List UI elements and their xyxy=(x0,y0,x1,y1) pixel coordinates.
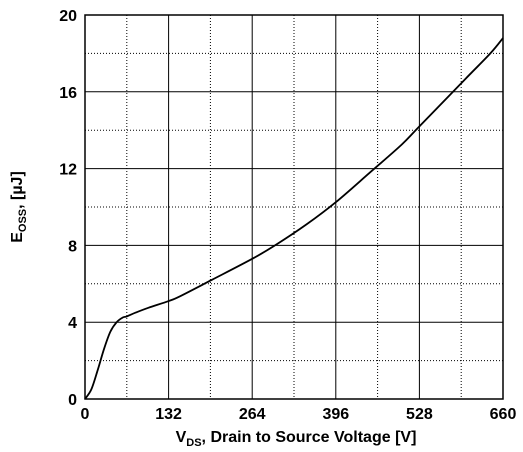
y-axis-label: EOSS, [µJ] xyxy=(9,171,29,243)
y-tick-label: 8 xyxy=(68,238,77,255)
x-tick-label: 132 xyxy=(155,406,182,423)
x-tick-label: 660 xyxy=(490,406,517,423)
y-tick-labels: 0 4 8 12 16 20 xyxy=(59,8,77,409)
x-tick-label: 0 xyxy=(81,406,90,423)
y-tick-label: 20 xyxy=(59,8,77,25)
x-tick-label: 264 xyxy=(239,406,266,423)
x-tick-labels: 0 132 264 396 528 660 xyxy=(81,406,517,423)
x-axis-label: VDS, Drain to Source Voltage [V] xyxy=(176,429,417,449)
y-tick-label: 16 xyxy=(59,85,77,102)
y-tick-label: 0 xyxy=(68,392,77,409)
y-tick-label: 12 xyxy=(59,162,77,179)
grid xyxy=(85,15,503,399)
y-tick-label: 4 xyxy=(68,315,77,332)
eoss-curve xyxy=(84,37,504,400)
x-tick-label: 396 xyxy=(322,406,349,423)
x-tick-label: 528 xyxy=(406,406,433,423)
plot-frame xyxy=(84,14,504,400)
